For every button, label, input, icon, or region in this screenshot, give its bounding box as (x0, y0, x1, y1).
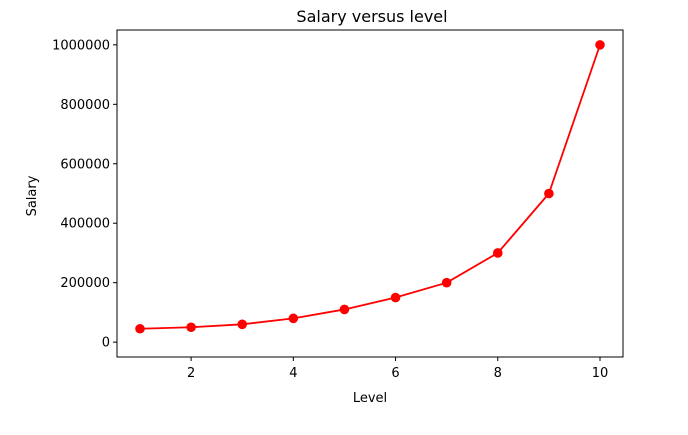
x-tick-label: 4 (289, 366, 297, 381)
x-axis-ticks: 2 4 6 8 10 (187, 357, 608, 381)
x-tick-label: 6 (391, 366, 399, 381)
data-point (186, 322, 196, 333)
data-point (339, 304, 350, 315)
y-axis-label: Salary (25, 175, 40, 216)
y-tick-label: 400000 (60, 217, 110, 232)
data-point (492, 248, 503, 258)
data-point (135, 323, 145, 334)
x-tick-label: 2 (187, 366, 195, 381)
series-layer (135, 40, 605, 334)
data-point (237, 319, 248, 330)
chart-title: Salary versus level (296, 7, 447, 26)
plot-area-frame (116, 29, 624, 358)
y-tick-label: 0 (102, 336, 110, 351)
y-axis-ticks: 0 200000 400000 600000 800000 1000000 (52, 38, 117, 351)
y-tick-label: 200000 (60, 276, 110, 291)
x-tick-label: 10 (592, 366, 609, 381)
series-line (139, 44, 601, 330)
data-point (441, 277, 452, 288)
x-axis-label: Level (353, 391, 387, 406)
data-point (595, 40, 605, 50)
data-point (544, 188, 554, 199)
y-tick-label: 1000000 (52, 38, 110, 53)
data-point (390, 292, 401, 303)
data-point (288, 313, 299, 324)
x-tick-label: 8 (494, 366, 502, 381)
y-tick-label: 600000 (60, 157, 110, 172)
y-tick-label: 800000 (60, 98, 110, 113)
